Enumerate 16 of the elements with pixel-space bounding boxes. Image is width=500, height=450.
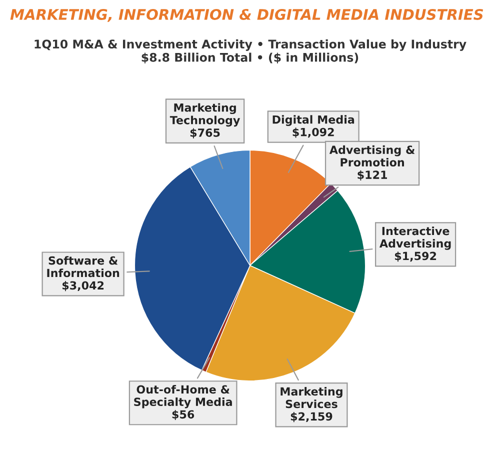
slice-label: Advertising & Promotion: [329, 145, 415, 167]
chart-title: MARKETING, INFORMATION & DIGITAL MEDIA INDUSTRIES: [10, 8, 484, 22]
data-label: $3,042: [62, 281, 104, 292]
data-label: $121: [358, 170, 387, 180]
data-label: $1,592: [394, 252, 436, 262]
data-label: $1,092: [292, 128, 334, 138]
slice-label: Marketing Technology: [170, 103, 240, 127]
slice-label: Interactive Advertising: [379, 226, 451, 250]
slice-label: Out-of-Home & Specialty Media: [134, 385, 232, 408]
slice-label: Marketing Services: [280, 387, 342, 408]
slice-label: Digital Media: [272, 115, 354, 126]
data-label: $56: [172, 410, 194, 420]
chart-subtitle: 1Q10 M&A & Investment Activity • Transaction Value by Industry $8.8 Billion Total • ($ in Millions): [34, 39, 466, 64]
slice-label: Software & Information: [47, 256, 120, 278]
data-label: $2,159: [290, 412, 332, 422]
data-label: $765: [190, 128, 220, 138]
